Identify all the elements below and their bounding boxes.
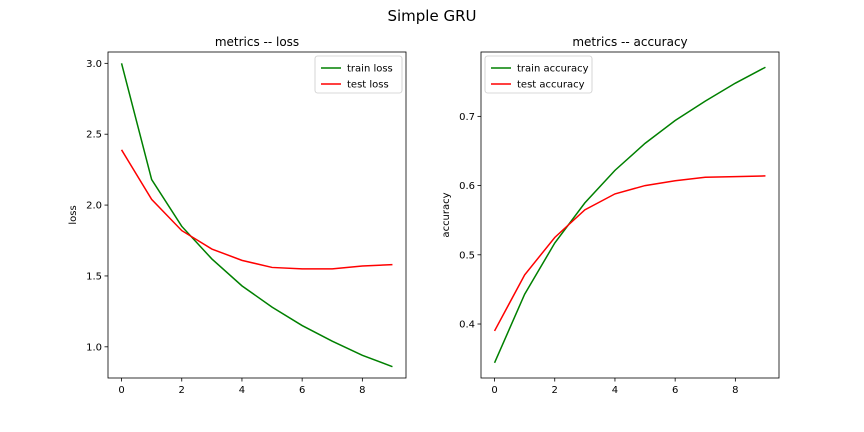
x-tick-label: 2	[179, 385, 185, 396]
chart-title: metrics -- accuracy	[572, 35, 687, 49]
x-tick-label: 4	[239, 385, 245, 396]
y-tick-label: 2.5	[86, 130, 102, 141]
figure-title: Simple GRU	[387, 7, 476, 25]
y-tick-label: 1.5	[86, 271, 102, 282]
series-line-train-accuracy	[493, 66, 766, 364]
legend-label: test loss	[347, 80, 389, 91]
series-line-test-loss	[120, 149, 393, 270]
x-tick-label: 6	[299, 385, 305, 396]
y-tick-label: 1.0	[86, 342, 102, 353]
y-tick-label: 0.7	[459, 112, 475, 123]
y-tick-label: 0.5	[459, 250, 475, 261]
legend-label: train loss	[347, 64, 393, 75]
y-tick-label: 0.6	[459, 181, 475, 192]
x-tick-label: 4	[612, 385, 618, 396]
y-tick-label: 2.0	[86, 201, 102, 212]
chart-title: metrics -- loss	[215, 35, 299, 49]
x-tick-label: 6	[672, 385, 678, 396]
y-axis-label: accuracy	[441, 192, 452, 237]
x-tick-label: 8	[359, 385, 365, 396]
y-axis-label: loss	[68, 205, 79, 224]
series-line-test-accuracy	[493, 175, 766, 332]
x-tick-label: 2	[552, 385, 558, 396]
x-tick-label: 0	[491, 385, 497, 396]
x-tick-label: 8	[732, 385, 738, 396]
y-tick-label: 0.4	[459, 320, 475, 331]
plot-area	[107, 51, 407, 379]
y-tick-label: 3.0	[86, 59, 102, 70]
legend-label: test accuracy	[517, 80, 585, 91]
x-tick-label: 0	[118, 385, 124, 396]
legend-box	[484, 55, 593, 94]
plot-area	[480, 51, 780, 379]
loss-chart: metrics -- loss loss 0 2 4 6 8 1.0 1.5 2.0 2.5 3.0 t…	[68, 35, 407, 396]
legend-label: train accuracy	[517, 64, 589, 75]
accuracy-chart: metrics -- accuracy accuracy 0 2 4 6 8 0.4 0.5 0.…	[441, 35, 780, 396]
series-line-train-loss	[120, 63, 393, 368]
